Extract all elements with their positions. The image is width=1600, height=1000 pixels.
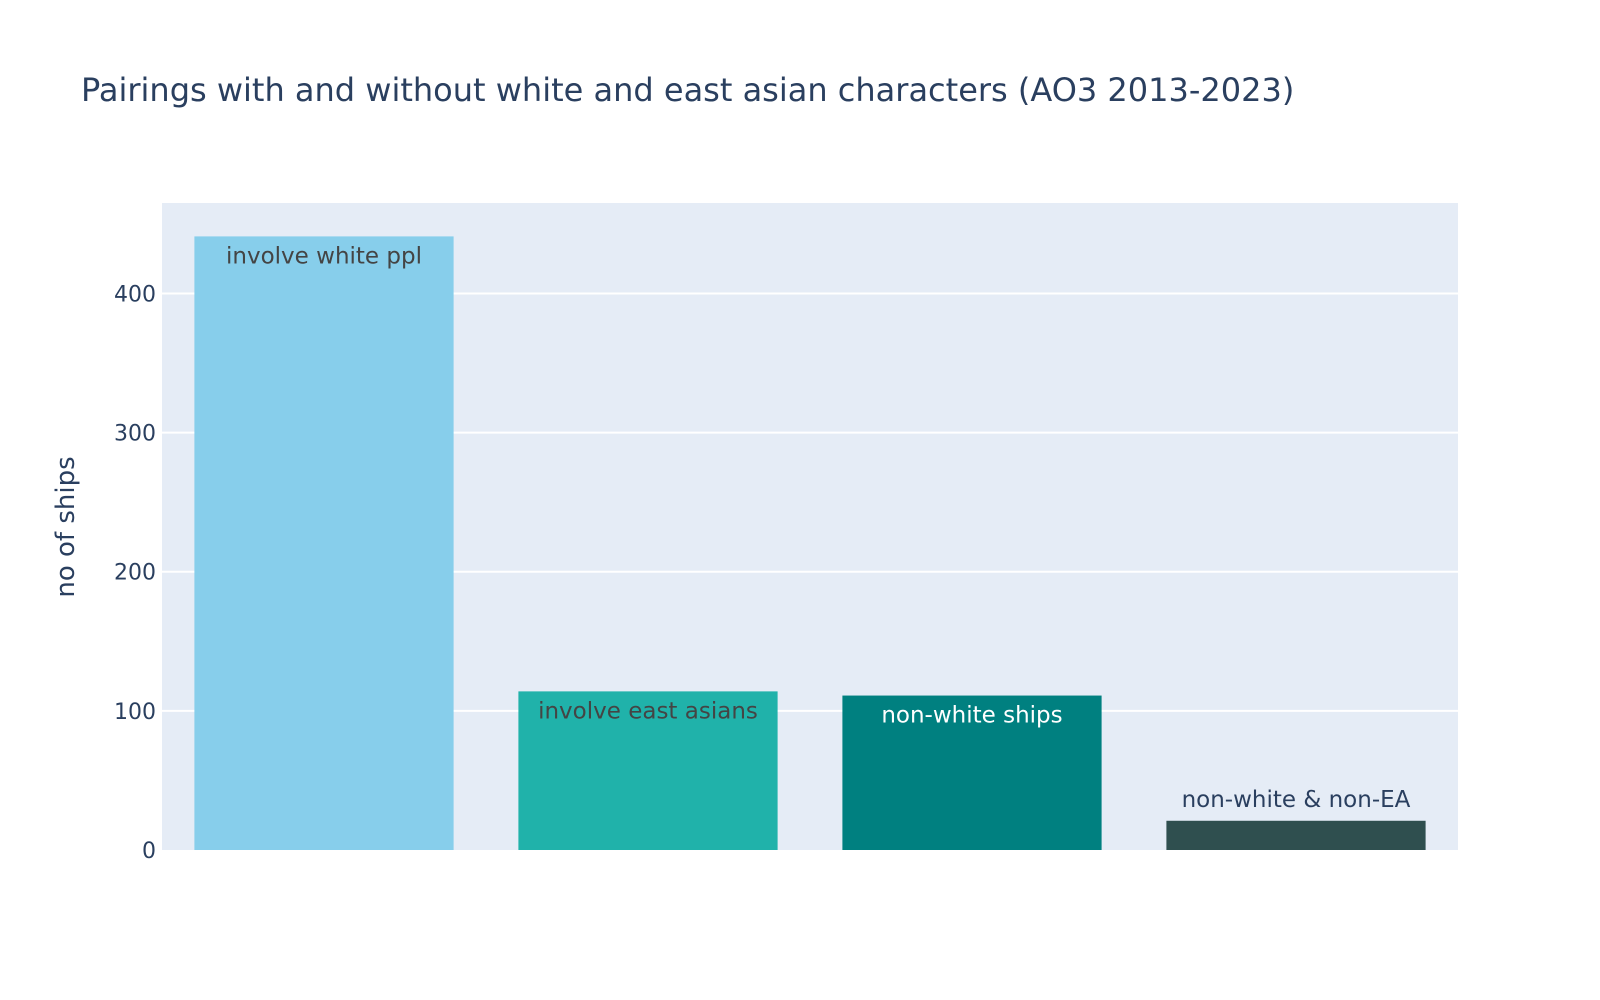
bar-label-3: non-white ships [881, 703, 1062, 729]
y-tick-label: 200 [114, 561, 156, 586]
bars [194, 236, 1426, 850]
y-tick-label: 300 [114, 422, 156, 447]
bar-3 [842, 695, 1102, 850]
bar-4 [1166, 820, 1426, 850]
chart-title: Pairings with and without white and east… [81, 71, 1294, 109]
bar-label-2: involve east asians [538, 698, 758, 724]
y-axis-label: no of ships [51, 456, 81, 597]
bar-label-4: non-white & non-EA [1182, 787, 1411, 813]
bar-1 [194, 236, 454, 850]
y-tick-label: 400 [114, 282, 156, 307]
bar-labels: involve white ppl involve east asians non-… [226, 243, 1411, 812]
bar-label-1: involve white ppl [226, 243, 422, 269]
y-tick-label: 100 [114, 700, 156, 725]
y-tick-label: 0 [142, 839, 156, 864]
bar-2 [518, 691, 778, 850]
y-axis-ticks: 0 100 200 300 400 [114, 282, 156, 864]
